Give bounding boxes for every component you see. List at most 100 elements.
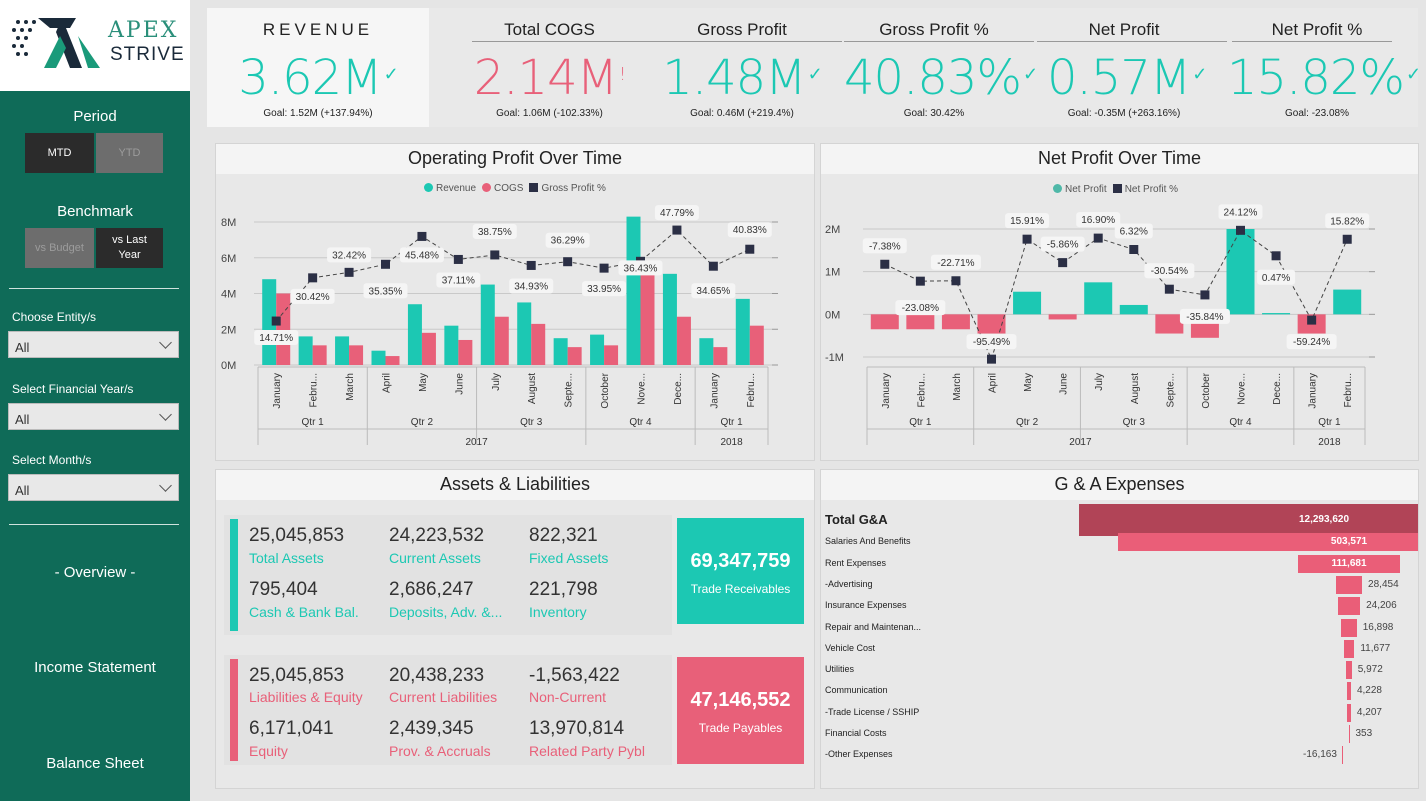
- month-filter-select[interactable]: All: [8, 474, 179, 501]
- quarter-label: Qtr 4: [629, 417, 652, 428]
- panel-title: Assets & Liabilities: [216, 470, 814, 500]
- entity-filter-label: Choose Entity/s: [12, 310, 97, 324]
- liabilities-block: 25,045,853 Liabilities & Equity 20,438,2…: [224, 655, 672, 765]
- pct-label-bg: [436, 272, 481, 288]
- x-category-label: Nove...: [637, 373, 648, 405]
- pct-marker: [1164, 284, 1174, 294]
- benchmark-budget-button[interactable]: vs Budget: [25, 228, 94, 268]
- cogs-bar: [713, 347, 728, 365]
- month-filter-label: Select Month/s: [12, 453, 92, 467]
- assets-liabilities-panel: Assets & Liabilities 25,045,853 Total As…: [215, 469, 815, 789]
- ga-bar: [1079, 504, 1418, 536]
- liabilities-stripe: [230, 659, 238, 761]
- pct-marker: [880, 259, 890, 269]
- quarter-label: Qtr 3: [520, 417, 543, 428]
- month-filter-value: All: [15, 483, 30, 498]
- pct-data-label: -59.24%: [1293, 337, 1330, 348]
- benchmark-title: Benchmark: [57, 203, 133, 220]
- nav-balance-sheet[interactable]: Balance Sheet: [46, 755, 144, 772]
- panel-title: G & A Expenses: [821, 470, 1418, 500]
- trade-receivables-label: Trade Receivables: [690, 582, 791, 596]
- ga-bar: [1341, 746, 1343, 765]
- pct-label-bg: [254, 330, 299, 346]
- revenue-bar: [371, 350, 386, 365]
- liability-label: Non-Current: [529, 689, 607, 705]
- pct-marker: [490, 250, 500, 260]
- legend-item-cogs: COGS: [482, 183, 523, 194]
- kpi-value: 40.83% ✓: [844, 50, 1038, 106]
- ga-value-label: 503,571: [1330, 536, 1368, 548]
- pct-data-label: 40.83%: [733, 225, 767, 236]
- period-mtd-button[interactable]: MTD: [25, 133, 94, 173]
- nav-income-statement[interactable]: Income Statement: [34, 659, 156, 676]
- x-category-label: October: [600, 372, 611, 408]
- pct-data-label: -30.54%: [1151, 266, 1188, 277]
- kpi-title: Gross Profit %: [879, 20, 989, 39]
- net-profit-chart: 2M 1M 0M -1M -7.38% -23.08% -22.71% -95.49% 15.9…: [825, 204, 1375, 448]
- pct-label-bg: [327, 247, 372, 263]
- ga-category-label: Financial Costs: [825, 728, 887, 738]
- cogs-bar: [494, 316, 509, 365]
- kpi-value-text: 1.48M: [662, 50, 806, 106]
- liability-value: 20,438,233: [389, 665, 485, 686]
- kpi-title: Total COGS: [504, 20, 595, 39]
- ga-bar: [1347, 703, 1351, 722]
- kpi-value-text: 3.62M: [238, 50, 382, 106]
- pct-data-label: 47.79%: [660, 208, 694, 219]
- pct-label-bg: [1325, 213, 1370, 229]
- x-category-label: January: [881, 373, 892, 409]
- net-profit-bar: [1155, 314, 1184, 334]
- kpi-goal: Goal: -0.35M (+263.16%): [1067, 108, 1181, 119]
- pct-marker: [745, 244, 755, 254]
- cogs-bar: [385, 356, 400, 365]
- pct-data-label: 15.82%: [1330, 216, 1364, 227]
- x-category-label: June: [1059, 373, 1070, 395]
- net-profit-bar: [1048, 314, 1077, 320]
- quarter-label: Qtr 4: [1229, 417, 1252, 428]
- y-tick-label: 2M: [221, 324, 236, 336]
- kpi-value-text: 2.14M: [473, 50, 618, 106]
- pct-marker: [344, 267, 354, 277]
- nav-overview[interactable]: - Overview -: [54, 564, 136, 581]
- cogs-bar: [749, 325, 764, 365]
- pct-data-label: 34.65%: [696, 286, 730, 297]
- x-category-label: Febru...: [746, 373, 757, 407]
- legend-item-net-profit: Net Profit: [1053, 184, 1107, 195]
- ga-category-label: -Other Expenses: [825, 749, 893, 760]
- pct-marker: [271, 316, 281, 326]
- liability-value: -1,563,422: [529, 665, 620, 686]
- pct-data-label: 0.47%: [1262, 273, 1290, 284]
- kpi-title: REVENUE: [262, 20, 374, 39]
- x-category-label: July: [1094, 373, 1105, 391]
- legend-label: Gross Profit %: [541, 183, 606, 194]
- x-category-label: October: [1201, 372, 1212, 408]
- benchmark-last-year-button[interactable]: vs Last Year: [96, 228, 163, 268]
- kpi-goal: Goal: 1.52M (+137.94%): [263, 108, 373, 119]
- revenue-bar: [335, 336, 350, 365]
- liability-label: Equity: [249, 743, 288, 759]
- panel-title: Net Profit Over Time: [821, 144, 1418, 174]
- pct-data-label: -35.84%: [1186, 312, 1223, 323]
- pct-marker: [417, 231, 427, 241]
- cogs-bar: [349, 345, 364, 365]
- asset-value: 2,686,247: [389, 579, 474, 600]
- assets-stripe: [230, 519, 238, 631]
- pct-marker: [381, 259, 390, 269]
- period-ytd-button[interactable]: YTD: [96, 133, 163, 173]
- ga-bar: [1337, 597, 1361, 616]
- sidebar-divider: [9, 524, 179, 525]
- revenue-bar: [662, 273, 677, 365]
- trade-receivables-value: 69,347,759: [690, 550, 791, 572]
- cogs-bar: [676, 316, 691, 365]
- chevron-down-icon: [159, 479, 172, 492]
- year-filter-select[interactable]: All: [8, 403, 179, 430]
- x-category-label: January: [709, 373, 720, 409]
- quarter-label: Qtr 1: [302, 417, 325, 428]
- ga-bar: [1348, 725, 1350, 743]
- pct-data-label: -5.86%: [1047, 240, 1079, 251]
- pct-label-bg: [654, 205, 699, 221]
- ga-category-label: -Trade License / SSHIP: [825, 706, 920, 717]
- pct-data-label: -22.71%: [937, 258, 974, 269]
- entity-filter-select[interactable]: All: [8, 331, 179, 358]
- pct-label-bg: [363, 283, 408, 299]
